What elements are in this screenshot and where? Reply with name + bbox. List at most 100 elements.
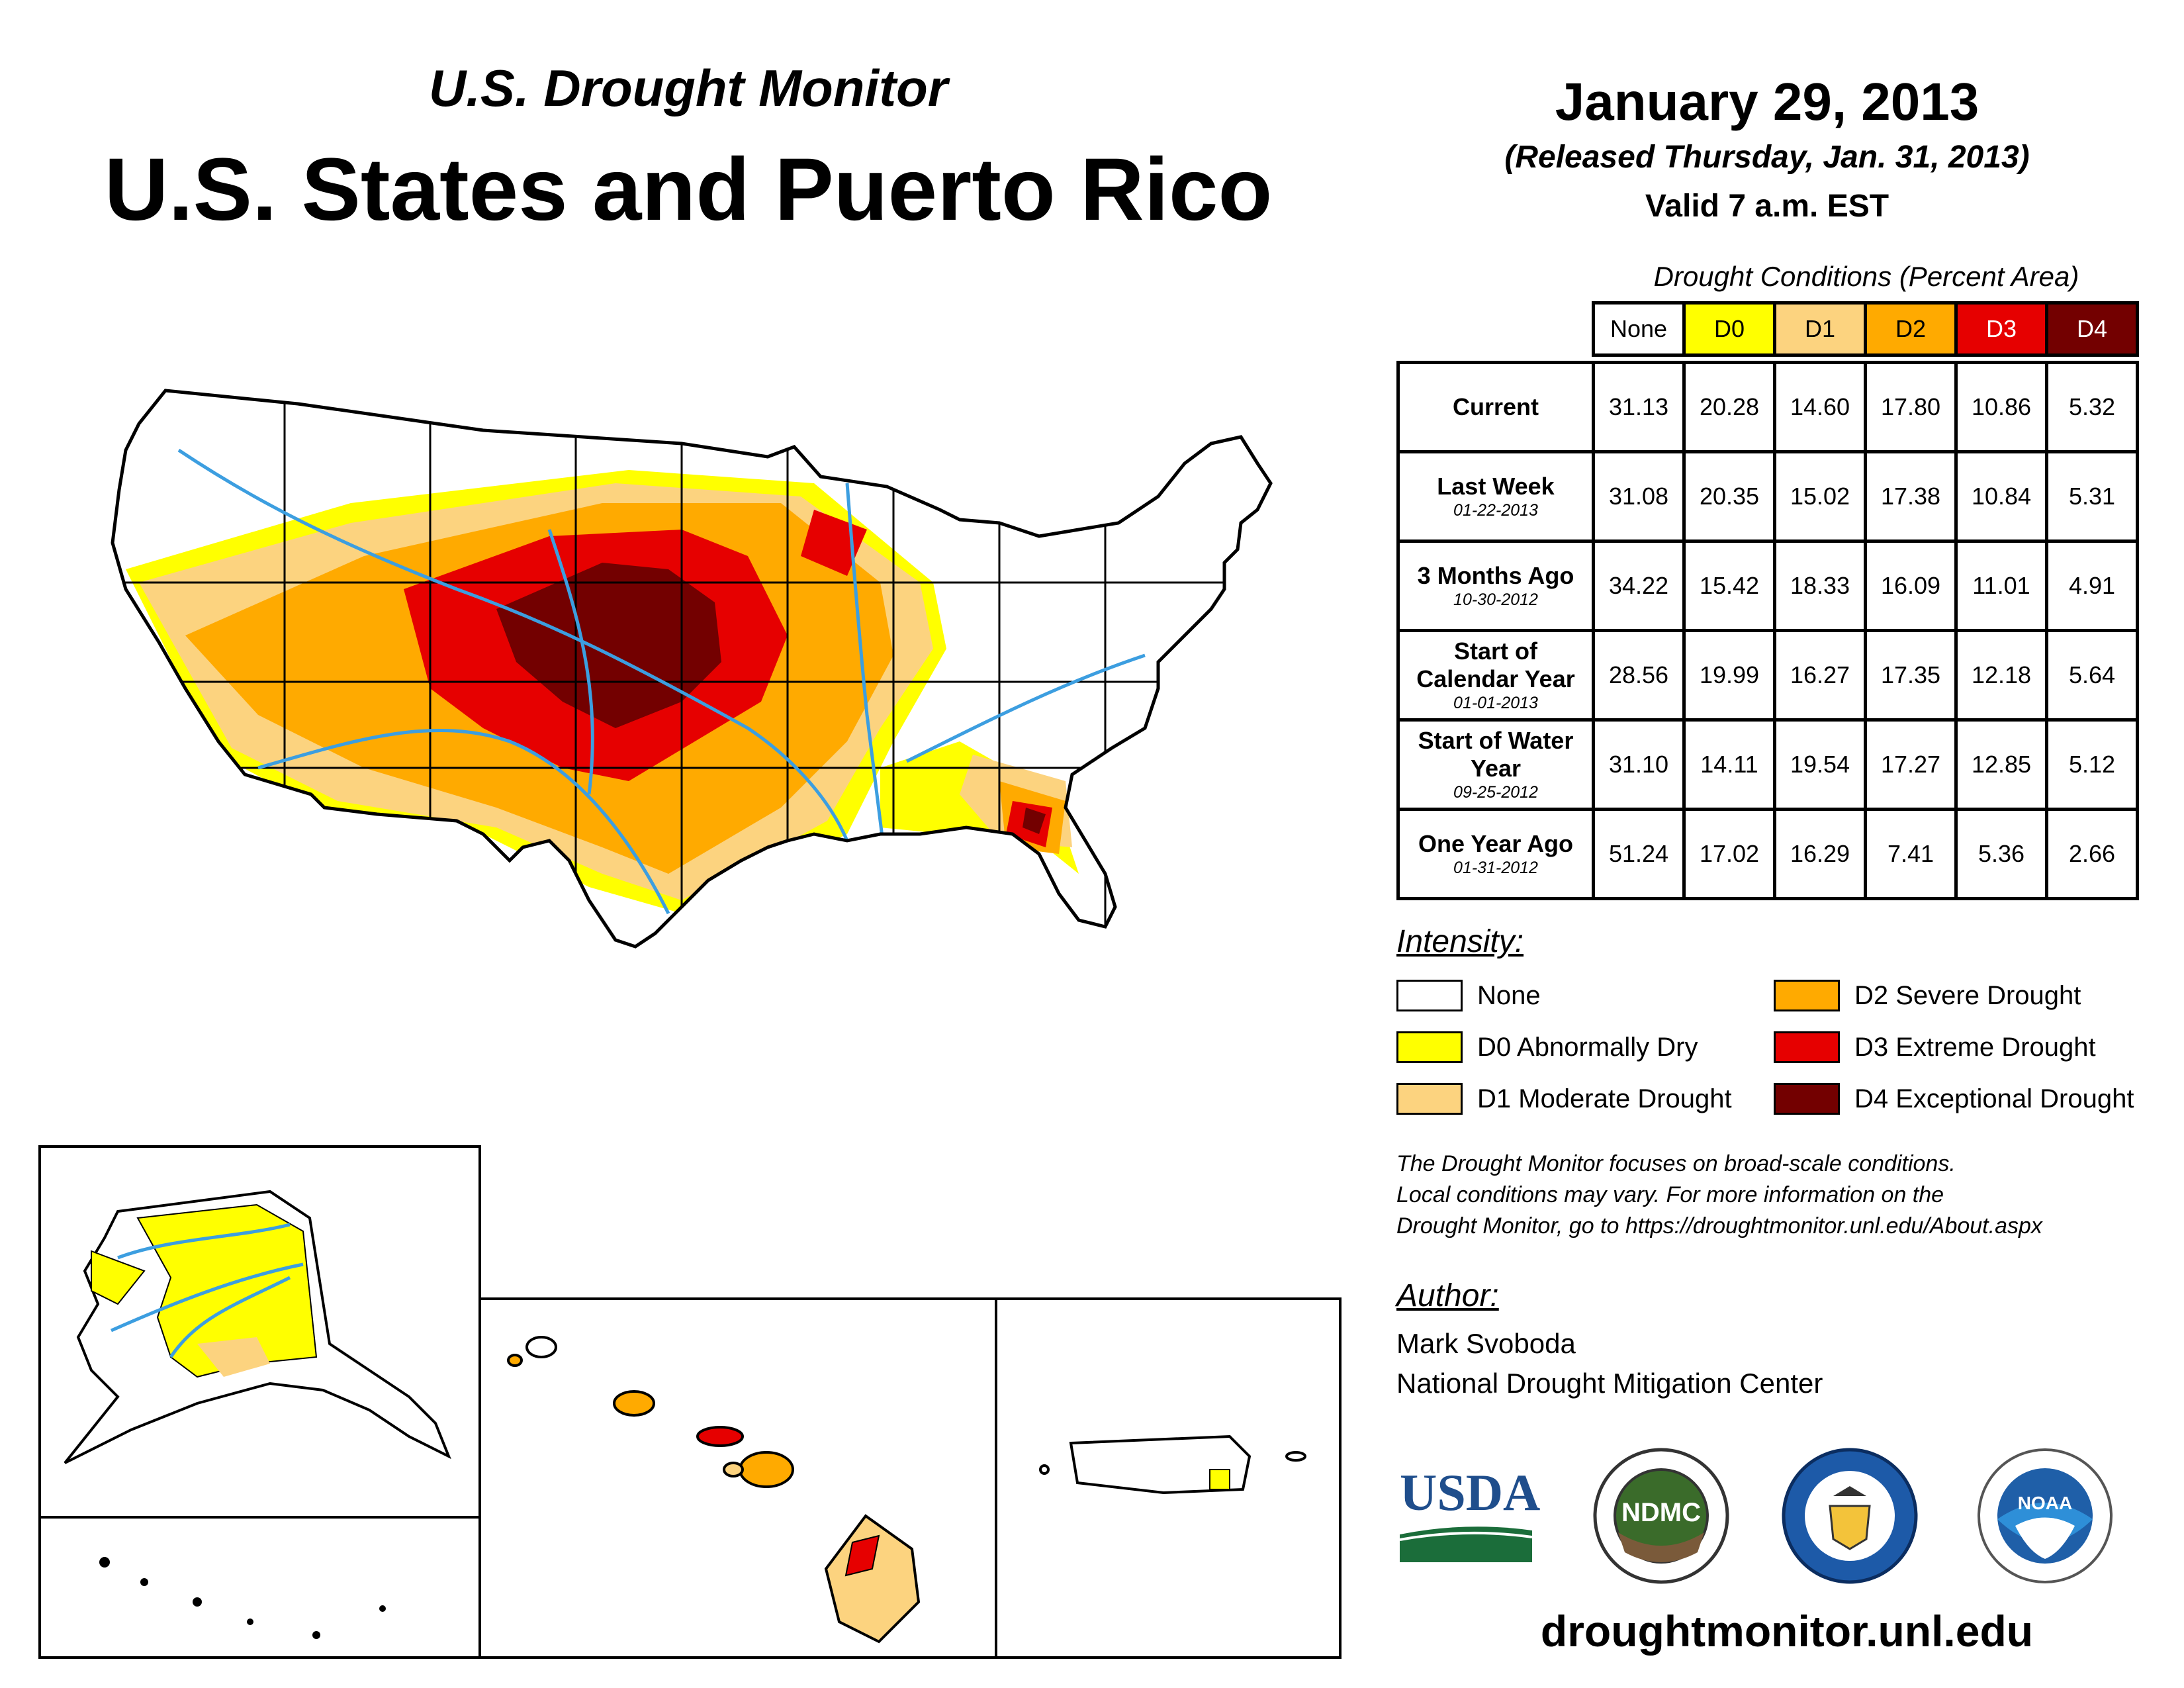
table-row: 3 Months Ago 10-30-2012 34.22 15.42 18.33 16.… (1396, 539, 2139, 632)
table-cell: 19.54 (1773, 718, 1867, 811)
table-cell: 12.85 (1954, 718, 2048, 811)
table-cell: 16.29 (1773, 808, 1867, 900)
table-cell: 34.22 (1592, 539, 1686, 632)
table-title: Drought Conditions (Percent Area) (1653, 261, 2079, 292)
map-date: January 29, 2013 (1555, 72, 1979, 131)
legend-item-none: None (1396, 980, 1541, 1011)
table-header-row: None D0 D1 D2 D3 D4 (1398, 301, 2139, 357)
legend-label-d2: D2 Severe Drought (1854, 980, 2081, 1010)
legend-item-d1: D1 Moderate Drought (1396, 1083, 1732, 1115)
table-row: Start of Water Year 09-25-2012 31.10 14.11 1… (1396, 718, 2139, 811)
table-row: Current 31.13 20.28 14.60 17.80 10.86 5.32 (1396, 361, 2139, 453)
table-cell: 20.28 (1682, 361, 1776, 453)
table-cell: 31.10 (1592, 718, 1686, 811)
author-name: Mark Svoboda (1396, 1328, 1576, 1359)
d4-region (1023, 808, 1046, 834)
ndmc-logo: NDMC (1592, 1446, 1731, 1585)
table-cell: 5.12 (2045, 718, 2139, 811)
row-label: Start of Water Year 09-25-2012 (1396, 718, 1595, 811)
legend-swatch-d4 (1774, 1083, 1840, 1115)
table-cell: 17.38 (1864, 450, 1958, 543)
table-row: Start of Calendar Year 01-01-2013 28.56 19.… (1396, 629, 2139, 722)
table-cell: 14.11 (1682, 718, 1776, 811)
legend-swatch-none (1396, 980, 1463, 1011)
table-cell: 5.36 (1954, 808, 2048, 900)
commerce-seal-icon (1782, 1448, 1918, 1584)
valid-time: Valid 7 a.m. EST (1645, 189, 1889, 224)
legend-label-d3: D3 Extreme Drought (1854, 1032, 2096, 1062)
noaa-logo: NOAA (1976, 1446, 2115, 1585)
table-cell: 15.42 (1682, 539, 1776, 632)
ndmc-logo-text: NDMC (1621, 1498, 1701, 1527)
row-label-text: Start of Calendar Year (1416, 637, 1575, 692)
noaa-seal-icon (1978, 1448, 2113, 1583)
table-cell: 5.64 (2045, 629, 2139, 722)
usda-logo-text: USDA (1400, 1464, 1541, 1521)
website-url[interactable]: droughtmonitor.unl.edu (1540, 1607, 2034, 1656)
column-none: None (1592, 301, 1686, 357)
table-cell: 16.09 (1864, 539, 1958, 632)
row-date: 01-22-2013 (1453, 501, 1538, 520)
table-cell: 31.08 (1592, 450, 1686, 543)
legend-label-d0: D0 Abnormally Dry (1477, 1032, 1698, 1062)
row-label-text: One Year Ago (1418, 830, 1574, 857)
table-cell: 5.32 (2045, 361, 2139, 453)
aleutian-islands (99, 1557, 386, 1639)
usda-hills-icon (1400, 1526, 1532, 1562)
d0-region (1158, 781, 1211, 861)
commerce-logo (1780, 1446, 1919, 1585)
row-label: 3 Months Ago 10-30-2012 (1396, 539, 1595, 632)
table-cell: 17.80 (1864, 361, 1958, 453)
table-cell: 28.56 (1592, 629, 1686, 722)
table-cell: 17.35 (1864, 629, 1958, 722)
row-label: Current (1396, 361, 1595, 453)
table-cell: 10.86 (1954, 361, 2048, 453)
table-cell: 11.01 (1954, 539, 2048, 632)
table-cell: 14.60 (1773, 361, 1867, 453)
legend-label-d4: D4 Exceptional Drought (1854, 1084, 2134, 1113)
row-date: 01-01-2013 (1453, 694, 1538, 712)
table-cell: 18.33 (1773, 539, 1867, 632)
table-row: One Year Ago 01-31-2012 51.24 17.02 16.29 7.4… (1396, 808, 2139, 900)
column-d0: D0 (1682, 301, 1776, 357)
table-row: Last Week 01-22-2013 31.08 20.35 15.02 17.38 1… (1396, 450, 2139, 543)
table-cell: 12.18 (1954, 629, 2048, 722)
column-d3: D3 (1954, 301, 2048, 357)
legend-title: Intensity: (1396, 924, 1524, 959)
row-date: 09-25-2012 (1453, 783, 1538, 802)
row-label-text: Last Week (1437, 473, 1555, 500)
table-cell: 20.35 (1682, 450, 1776, 543)
column-d2: D2 (1864, 301, 1958, 357)
release-date: (Released Thursday, Jan. 31, 2013) (1504, 140, 2030, 175)
map-subtitle: U.S. Drought Monitor (428, 59, 948, 117)
row-label: Last Week 01-22-2013 (1396, 450, 1595, 543)
table-cell: 5.31 (2045, 450, 2139, 543)
row-date: 10-30-2012 (1453, 590, 1538, 609)
map-title: U.S. States and Puerto Rico (104, 140, 1273, 239)
note-line: Drought Monitor, go to https://droughtmo… (1396, 1213, 2042, 1239)
inset-maps (38, 1145, 1342, 1659)
alaska-map (64, 1190, 451, 1464)
table-cell: 17.02 (1682, 808, 1776, 900)
row-label-text: Current (1452, 393, 1539, 420)
table-cell: 51.24 (1592, 808, 1686, 900)
legend-item-d4: D4 Exceptional Drought (1774, 1083, 2134, 1115)
author-org: National Drought Mitigation Center (1396, 1368, 1823, 1399)
table-cell: 31.13 (1592, 361, 1686, 453)
author-heading: Author: (1396, 1278, 1499, 1313)
note-line: The Drought Monitor focuses on broad-sca… (1396, 1151, 1956, 1176)
legend-swatch-d0 (1396, 1031, 1463, 1063)
table-cell: 10.84 (1954, 450, 2048, 543)
note-line: Local conditions may vary. For more info… (1396, 1182, 1944, 1207)
disclaimer-note: The Drought Monitor focuses on broad-sca… (1396, 1149, 2177, 1242)
legend-swatch-d2 (1774, 980, 1840, 1011)
row-label: One Year Ago 01-31-2012 (1396, 808, 1595, 900)
d4-region (496, 563, 721, 728)
table-cell: 17.27 (1864, 718, 1958, 811)
row-label-text: Start of Water Year (1418, 727, 1574, 782)
column-d1: D1 (1773, 301, 1867, 357)
legend-label-none: None (1477, 980, 1541, 1010)
legend-item-d0: D0 Abnormally Dry (1396, 1031, 1698, 1063)
table-cell: 2.66 (2045, 808, 2139, 900)
conus-map (111, 389, 1273, 949)
